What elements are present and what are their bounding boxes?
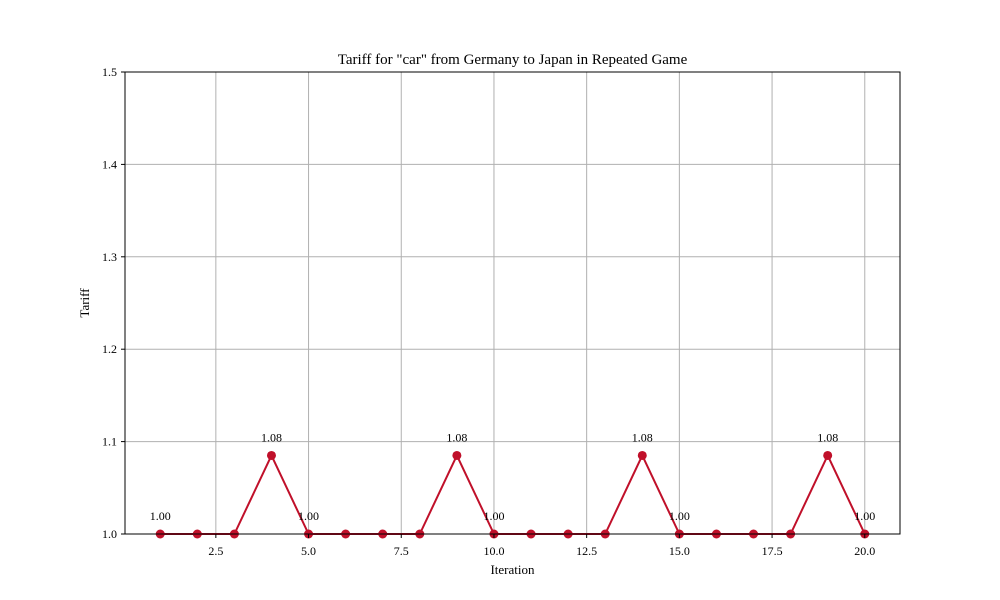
series-line: [160, 454, 866, 535]
data-label: 1.00: [150, 509, 171, 523]
plot-frame: [124, 71, 901, 535]
y-tick-label: 1.1: [102, 435, 117, 449]
x-tick-label: 15.0: [669, 544, 690, 558]
data-label: 1.00: [298, 509, 319, 523]
data-label: 1.00: [483, 509, 504, 523]
data-label: 1.08: [632, 430, 653, 444]
data-label: 1.00: [854, 509, 875, 523]
grid: [125, 71, 900, 535]
x-tick-label: 20.0: [854, 544, 875, 558]
data-labels: 1.00 1.08 1.00 1.08 1.00 1.08 1.00 1.08 1.00: [150, 430, 876, 523]
data-point: [637, 450, 647, 460]
y-tick-label: 1.0: [102, 527, 117, 541]
data-point: [452, 450, 462, 460]
data-label: 1.00: [669, 509, 690, 523]
x-axis: 2.5 5.0 7.5 10.0 12.5 15.0 17.5 20.0: [208, 534, 875, 558]
data-label: 1.08: [261, 430, 282, 444]
data-point: [266, 450, 276, 460]
y-axis-label: Tariff: [77, 288, 92, 318]
x-tick-label: 5.0: [301, 544, 316, 558]
y-tick-label: 1.2: [102, 342, 117, 356]
x-tick-label: 7.5: [394, 544, 409, 558]
data-label: 1.08: [446, 430, 467, 444]
series-layer: [155, 450, 870, 539]
x-tick-label: 10.0: [483, 544, 504, 558]
y-tick-label: 1.5: [102, 65, 117, 79]
data-label: 1.08: [817, 430, 838, 444]
y-tick-label: 1.3: [102, 250, 117, 264]
x-axis-label: Iteration: [490, 562, 535, 577]
y-axis: 1.0 1.1 1.2 1.3 1.4 1.5: [102, 65, 125, 541]
chart-title: Tariff for "car" from Germany to Japan i…: [338, 52, 688, 68]
x-tick-label: 2.5: [208, 544, 223, 558]
data-point: [823, 450, 833, 460]
y-tick-label: 1.4: [102, 157, 117, 171]
x-tick-label: 12.5: [576, 544, 597, 558]
x-tick-label: 17.5: [762, 544, 783, 558]
